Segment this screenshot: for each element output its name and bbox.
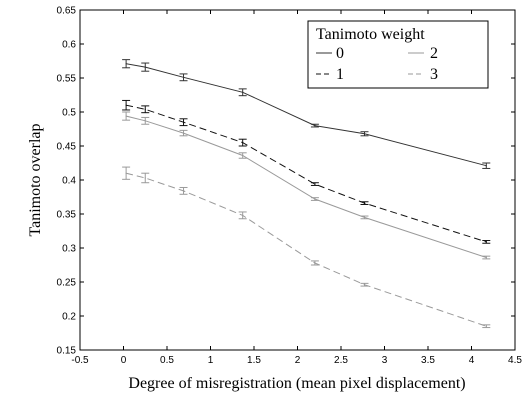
error-bar — [179, 129, 188, 137]
series-3 — [122, 166, 491, 329]
series-layer — [122, 59, 491, 329]
error-bar — [179, 73, 188, 82]
legend-entries: 0 1 2 3 — [316, 45, 438, 83]
error-bar — [482, 324, 491, 329]
legend-box — [307, 20, 489, 89]
error-bar — [122, 59, 131, 69]
y-tick-label: 0.3 — [62, 244, 76, 255]
x-tick-label: 3 — [382, 355, 388, 366]
legend-entry-1: 1 — [316, 66, 344, 83]
data-point — [363, 284, 366, 286]
error-bar — [360, 201, 369, 205]
error-bar — [141, 62, 150, 72]
data-point — [182, 121, 185, 123]
error-bar — [310, 197, 319, 201]
y-tick-label: 0.45 — [57, 142, 77, 153]
y-tick-label: 0.5 — [62, 108, 76, 119]
error-bar — [360, 131, 369, 137]
x-tick-label: 2.5 — [334, 355, 348, 366]
legend-entry-0: 0 — [316, 45, 344, 62]
x-tick-label: 0 — [121, 355, 127, 366]
y-tick-label: 0.35 — [57, 210, 77, 221]
y-tick-label: 0.65 — [57, 6, 77, 17]
y-tick-label: 0.25 — [57, 278, 77, 289]
error-bar — [238, 211, 247, 220]
data-point — [144, 108, 146, 110]
error-bar — [238, 152, 247, 159]
data-point — [485, 165, 487, 167]
data-point — [363, 202, 366, 204]
data-point — [314, 262, 316, 264]
data-point — [485, 256, 487, 259]
data-point — [144, 120, 146, 122]
error-bar — [238, 88, 247, 97]
error-bar — [360, 282, 369, 287]
x-tick-label: 2 — [295, 355, 301, 366]
error-bar — [310, 182, 319, 186]
error-bar — [482, 162, 491, 169]
error-bar — [141, 105, 150, 114]
data-point — [125, 172, 127, 174]
x-tick-label: 4.5 — [508, 355, 522, 366]
series-1 — [122, 99, 491, 244]
data-point — [485, 325, 487, 327]
data-point — [182, 190, 185, 192]
legend-label: 2 — [430, 45, 438, 62]
data-point — [125, 115, 127, 117]
series-0 — [122, 59, 491, 169]
y-tick-label: 0.2 — [62, 312, 76, 323]
error-bar — [122, 99, 131, 111]
data-point — [242, 214, 244, 216]
series-2 — [122, 111, 491, 260]
data-point — [242, 91, 244, 93]
data-point — [242, 142, 244, 144]
error-bar — [310, 260, 319, 266]
data-point — [363, 133, 366, 135]
data-point — [144, 177, 146, 179]
error-bar — [179, 186, 188, 195]
x-tick-label: -0.5 — [71, 355, 89, 366]
error-bar — [141, 172, 150, 184]
data-point — [314, 125, 316, 127]
data-point — [125, 63, 127, 65]
x-tick-label: 1 — [208, 355, 214, 366]
y-tick-label: 0.4 — [62, 176, 76, 187]
error-bar — [360, 215, 369, 220]
error-bar — [122, 166, 131, 180]
error-bar — [179, 118, 188, 127]
data-point — [314, 183, 316, 185]
legend: Tanimoto weight 0 1 2 3 — [307, 20, 489, 89]
error-bar — [238, 138, 247, 147]
legend-entry-2: 2 — [408, 45, 438, 62]
error-bar — [122, 111, 131, 121]
data-point — [182, 76, 185, 78]
legend-title: Tanimoto weight — [316, 26, 425, 43]
data-point — [314, 198, 316, 200]
y-tick-label: 0.55 — [57, 74, 77, 85]
y-axis-title: Tanimoto overlap — [27, 123, 44, 236]
x-tick-label: 3.5 — [421, 355, 435, 366]
error-bar — [141, 116, 150, 125]
legend-label: 3 — [430, 66, 438, 83]
error-bar — [482, 240, 491, 244]
legend-entry-3: 3 — [408, 66, 438, 83]
x-tick-label: 4 — [469, 355, 475, 366]
y-tick-label: 0.6 — [62, 40, 76, 51]
data-point — [485, 241, 487, 243]
data-point — [125, 104, 127, 106]
x-axis-title: Degree of misregistration (mean pixel di… — [128, 375, 465, 392]
data-point — [242, 154, 244, 157]
axis-ticks: -0.5 0 0.5 1 1.5 2 2.5 3 3.5 4 4.5 0.15 0.2 0.25 0.3 0.… — [57, 6, 523, 367]
data-point — [182, 132, 185, 134]
legend-label: 0 — [336, 45, 344, 62]
data-point — [363, 216, 366, 218]
error-bar — [482, 255, 491, 260]
y-tick-label: 0.15 — [57, 346, 77, 357]
x-tick-label: 0.5 — [160, 355, 174, 366]
error-bar — [310, 123, 319, 128]
x-tick-label: 1.5 — [247, 355, 261, 366]
legend-label: 1 — [336, 66, 344, 83]
data-point — [144, 66, 146, 68]
